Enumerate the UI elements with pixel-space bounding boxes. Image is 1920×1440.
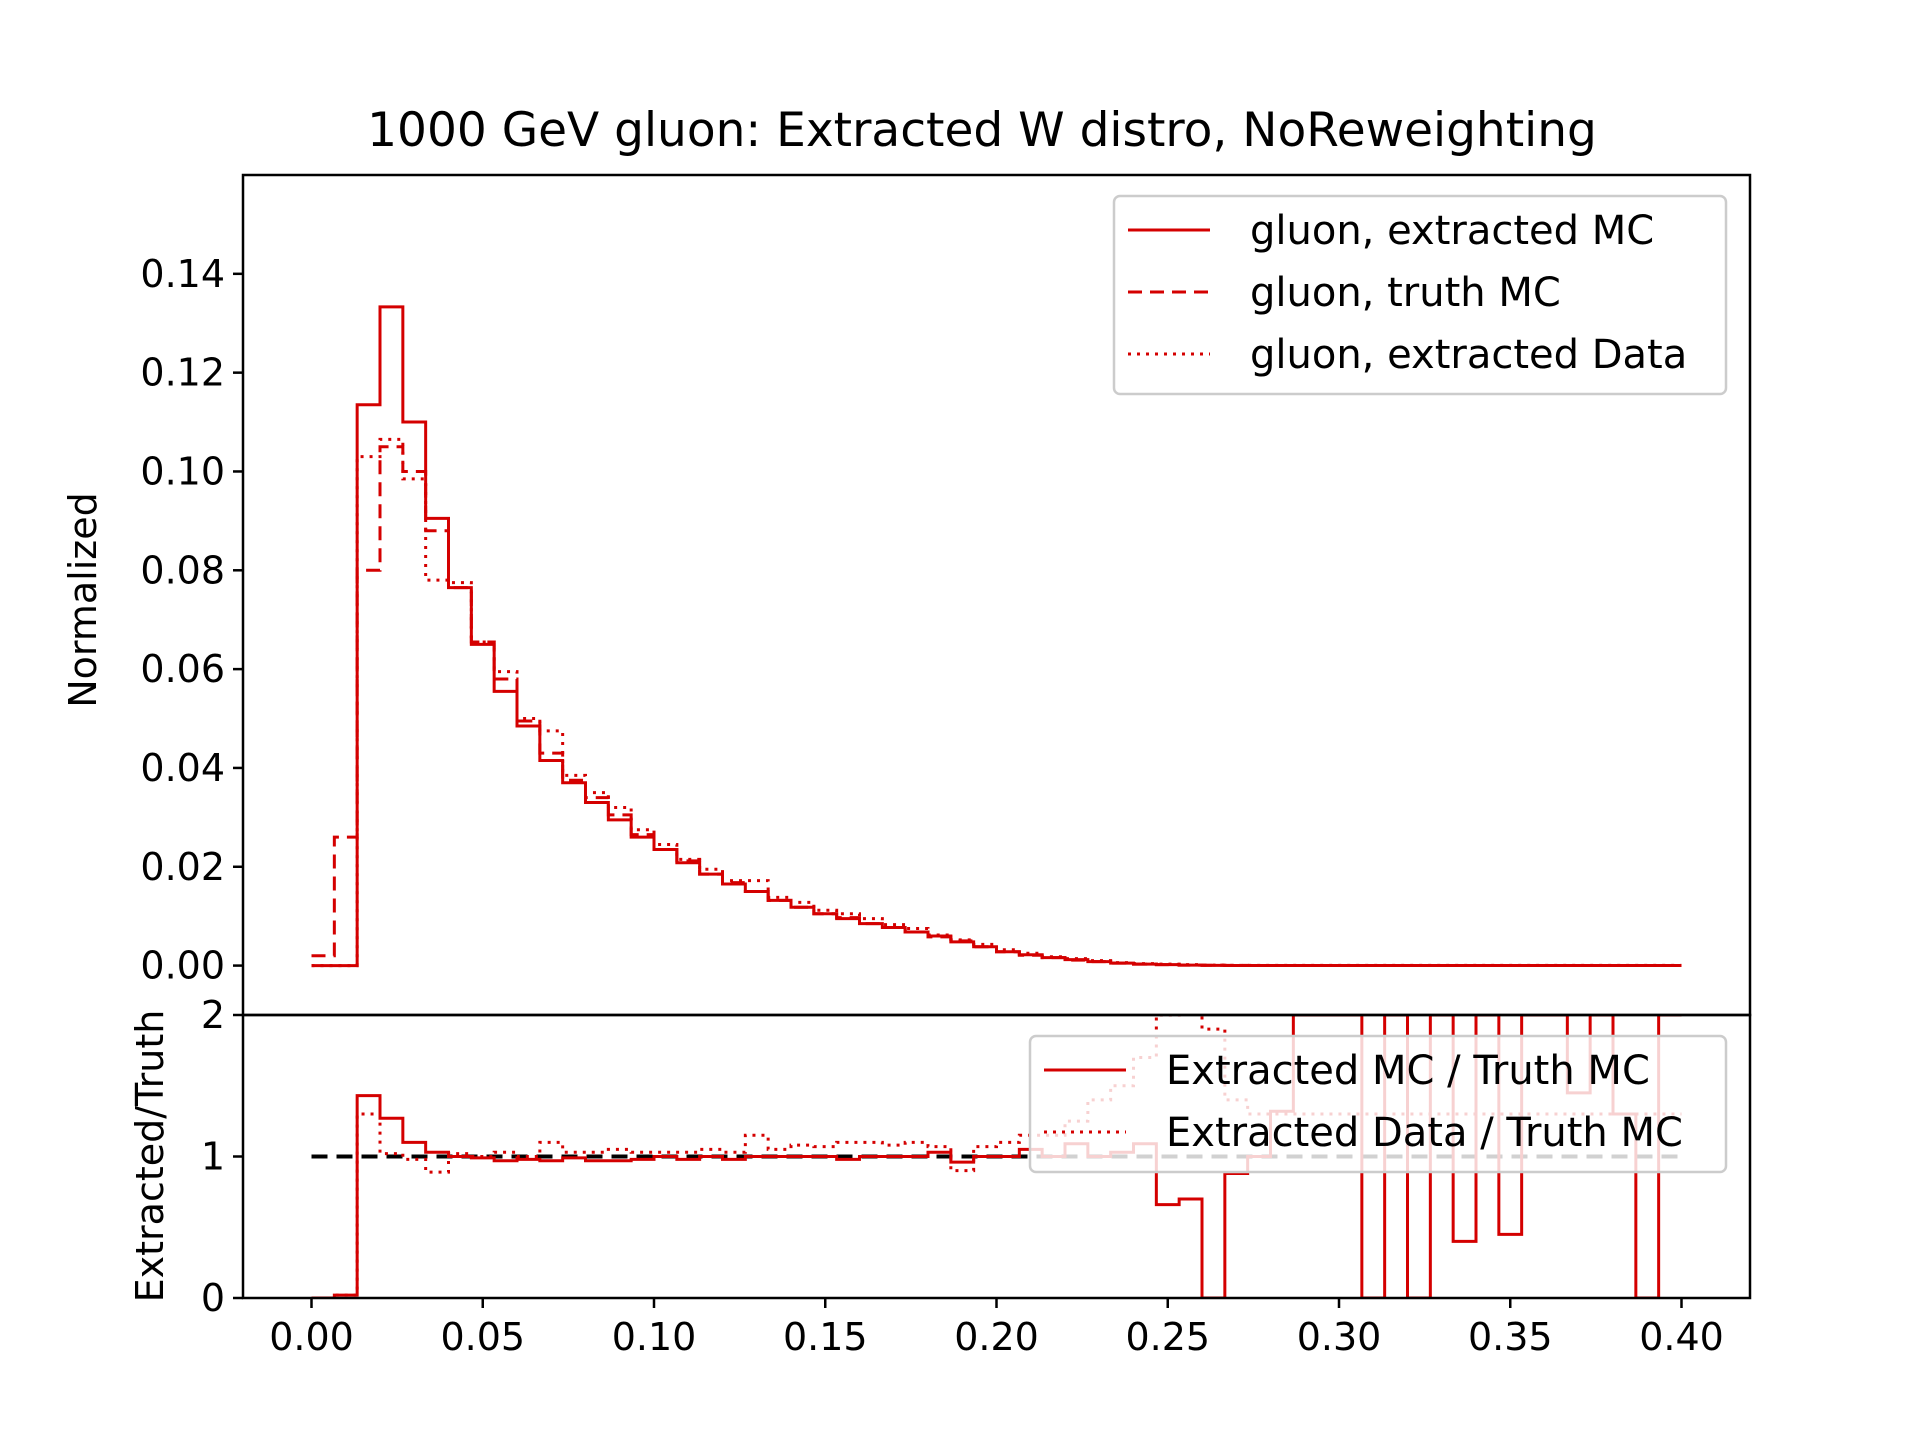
main-legend-label: gluon, extracted Data	[1250, 332, 1687, 378]
x-tick-label: 0.30	[1297, 1315, 1382, 1359]
main-series-line-1	[311, 445, 1682, 967]
ratio-axes-frame	[241, 1013, 1752, 1300]
main-legend: gluon, extracted MC gluon, truth MC gluon,…	[1112, 194, 1728, 396]
main-y-tick-label: 0.04	[140, 746, 225, 790]
ratio-series-group	[311, 1015, 1682, 1298]
main-y-tick-label: 0.14	[140, 252, 225, 296]
main-y-tick-label: 0.12	[140, 351, 225, 395]
main-legend-label: gluon, truth MC	[1250, 270, 1561, 316]
ratio-y-tick-label: 2	[201, 993, 225, 1037]
main-y-tick-label: 0.08	[140, 548, 225, 592]
main-y-ticks: 0.00 0.02 0.04 0.06 0.08 0.10 0.12 0.14	[140, 252, 243, 988]
main-legend-box	[1112, 194, 1728, 396]
main-y-tick-label: 0.06	[140, 647, 225, 691]
ratio-y-tick-label: 0	[201, 1276, 225, 1320]
x-ticks: 0.00 0.05 0.10 0.15 0.20 0.25 0.30 0.35 0.40	[269, 1298, 1724, 1359]
x-tick-label: 0.10	[612, 1315, 697, 1359]
ratio-y-ticks: 0 1 2	[201, 993, 243, 1320]
ratio-panel: 0 1 2 0.00 0.05 0.10 0.15 0.20 0.25 0.30 0.35 0.40…	[128, 993, 1728, 1359]
ratio-series-line-0	[311, 1015, 1682, 1298]
x-tick-label: 0.35	[1468, 1315, 1553, 1359]
x-tick-label: 0.40	[1639, 1315, 1724, 1359]
main-y-tick-label: 0.00	[140, 944, 225, 988]
ratio-legend: Extracted MC / Truth MC Extracted Data / …	[1028, 1034, 1728, 1174]
x-tick-label: 0.00	[269, 1315, 354, 1359]
x-tick-label: 0.25	[1125, 1315, 1210, 1359]
x-tick-label: 0.15	[783, 1315, 868, 1359]
ratio-legend-label: Extracted MC / Truth MC	[1166, 1048, 1650, 1094]
ratio-legend-label: Extracted Data / Truth MC	[1166, 1110, 1683, 1156]
main-panel: 0.00 0.02 0.04 0.06 0.08 0.10 0.12 0.14 Normali…	[61, 194, 1728, 988]
chart-title: 1000 GeV gluon: Extracted W distro, NoRe…	[367, 103, 1597, 158]
main-y-tick-label: 0.10	[140, 449, 225, 493]
x-tick-label: 0.05	[440, 1315, 525, 1359]
main-y-axis-label: Normalized	[61, 492, 105, 708]
ratio-y-tick-label: 1	[201, 1135, 225, 1179]
main-series-group	[311, 305, 1682, 968]
main-y-tick-label: 0.02	[140, 845, 225, 889]
x-tick-label: 0.20	[954, 1315, 1039, 1359]
main-legend-label: gluon, extracted MC	[1250, 208, 1654, 254]
ratio-y-axis-label: Extracted/Truth	[128, 1010, 172, 1303]
ratio-series-line-1	[311, 1015, 1682, 1298]
main-series-line-2	[311, 437, 1682, 968]
ratio-legend-box	[1028, 1034, 1728, 1174]
